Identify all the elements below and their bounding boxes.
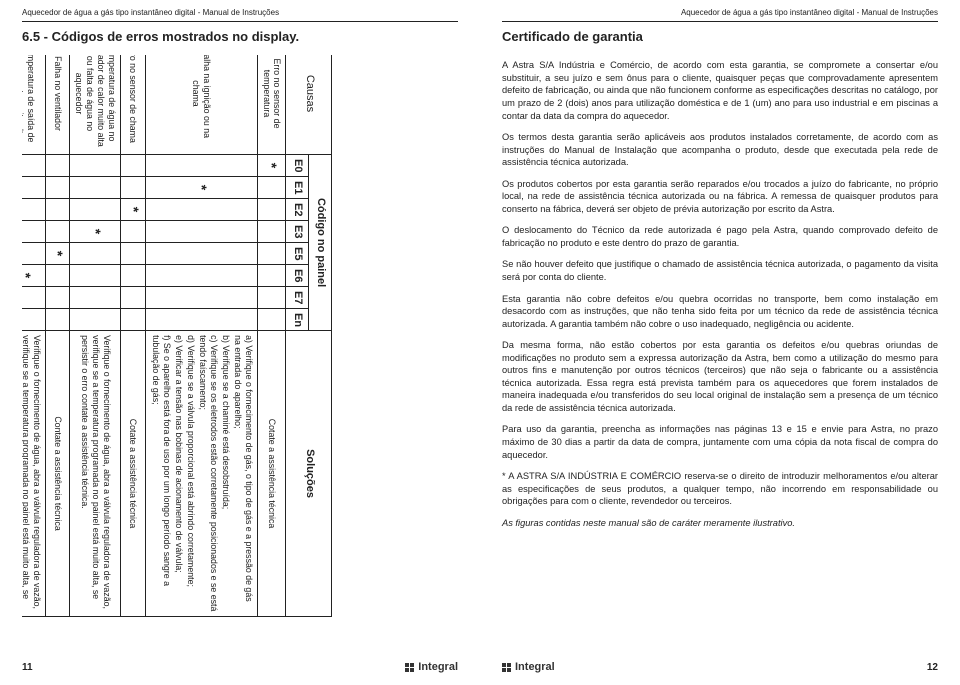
error-table-wrap: CausasCódigo no painelSoluções E0E1E2E3E5…: [22, 55, 458, 652]
warranty-paragraph: Da mesma forma, não estão cobertos por e…: [502, 339, 938, 414]
table-mark: *: [257, 155, 286, 177]
warranty-paragraph: Os termos desta garantia serão aplicávei…: [502, 131, 938, 169]
solutions-header: Soluções: [286, 331, 332, 617]
brand-text-left: Integral: [418, 660, 458, 675]
table-solution: Cotate a assistência técnica: [257, 331, 286, 617]
table-solution: Verifique o fornecimento de água, abra a…: [22, 331, 45, 617]
table-mark: [121, 221, 146, 243]
brand-logo-left: Integral: [405, 660, 458, 675]
table-mark: [257, 243, 286, 265]
table-mark: [257, 309, 286, 331]
table-mark: *: [45, 243, 70, 265]
table-mark: [145, 243, 257, 265]
section-title-left: 6.5 - Códigos de erros mostrados no disp…: [22, 28, 458, 46]
table-mark: [257, 287, 286, 309]
table-mark: [70, 199, 121, 221]
table-mark: [45, 309, 70, 331]
table-mark: [45, 265, 70, 287]
table-mark: [22, 155, 45, 177]
table-mark: [70, 265, 121, 287]
table-mark: [121, 155, 146, 177]
warranty-paragraph: Esta garantia não cobre defeitos e/ou qu…: [502, 293, 938, 331]
warranty-paragraph: Para uso da garantia, preencha as inform…: [502, 423, 938, 461]
warranty-footnote-1: * A ASTRA S/A INDÚSTRIA E COMÉRCIO reser…: [502, 470, 938, 508]
warranty-paragraph: A Astra S/A Indústria e Comércio, de aco…: [502, 59, 938, 122]
table-mark: *: [121, 199, 146, 221]
table-solution: Cotate a assistência técnica: [121, 331, 146, 617]
brand-text-right: Integral: [515, 660, 555, 675]
code-E3: E3: [286, 221, 309, 243]
table-cause: Temperatura de saída de água quente muit…: [22, 55, 45, 155]
page-number-right: 12: [927, 661, 938, 675]
table-mark: [45, 155, 70, 177]
table-cause: Falha na ignição ou na chama: [145, 55, 257, 155]
table-mark: [145, 287, 257, 309]
table-mark: [22, 177, 45, 199]
table-mark: [22, 309, 45, 331]
table-mark: [145, 265, 257, 287]
table-mark: [70, 287, 121, 309]
section-title-right: Certificado de garantia: [502, 28, 938, 46]
brand-logo-right: Integral: [502, 660, 555, 675]
warranty-paragraph: O deslocamento do Técnico da rede autori…: [502, 224, 938, 249]
warranty-paragraph: Se não houver defeito que justifique o c…: [502, 258, 938, 283]
table-cause: Erro no sensor de chama: [121, 55, 146, 155]
table-mark: *: [145, 177, 257, 199]
warranty-paragraph: Os produtos cobertos por esta garantia s…: [502, 178, 938, 216]
table-mark: [145, 155, 257, 177]
causes-header: Causas: [286, 55, 332, 155]
table-mark: [22, 199, 45, 221]
table-mark: *: [22, 265, 45, 287]
code-E7: E7: [286, 287, 309, 309]
table-mark: [45, 199, 70, 221]
table-cause: Temperatura de água no trocador de calor…: [70, 55, 121, 155]
table-solution: Contate a assistência técnica: [45, 331, 70, 617]
table-mark: [70, 243, 121, 265]
code-E5: E5: [286, 243, 309, 265]
table-cause: Falha no ventilador: [45, 55, 70, 155]
table-mark: [257, 221, 286, 243]
table-mark: [121, 287, 146, 309]
table-mark: [45, 287, 70, 309]
warranty-body: A Astra S/A Indústria e Comércio, de aco…: [502, 59, 938, 538]
code-header: Código no painel: [309, 155, 332, 331]
table-mark: *: [70, 221, 121, 243]
table-mark: [22, 243, 45, 265]
table-mark: [257, 199, 286, 221]
code-En: En: [286, 309, 309, 331]
page-number-left: 11: [22, 661, 33, 675]
table-mark: [121, 243, 146, 265]
table-mark: [121, 309, 146, 331]
table-mark: [45, 221, 70, 243]
table-mark: [145, 221, 257, 243]
doc-header-left: Aquecedor de água a gás tipo instantâneo…: [22, 8, 458, 22]
table-cause: Erro no sensor de temperatura: [257, 55, 286, 155]
doc-header-right: Aquecedor de água a gás tipo instantâneo…: [502, 8, 938, 22]
table-mark: [257, 265, 286, 287]
table-mark: [70, 155, 121, 177]
code-E1: E1: [286, 177, 309, 199]
code-E0: E0: [286, 155, 309, 177]
table-mark: [121, 265, 146, 287]
error-code-table: CausasCódigo no painelSoluções E0E1E2E3E5…: [22, 55, 332, 617]
code-E6: E6: [286, 265, 309, 287]
code-E2: E2: [286, 199, 309, 221]
table-mark: [121, 177, 146, 199]
table-mark: [22, 221, 45, 243]
table-mark: [45, 177, 70, 199]
table-mark: [22, 287, 45, 309]
table-mark: [70, 177, 121, 199]
table-solution: Verifique o fornecimento de água, abra a…: [70, 331, 121, 617]
table-mark: [145, 309, 257, 331]
table-mark: [257, 177, 286, 199]
warranty-footnote-2: As figuras contidas neste manual são de …: [502, 517, 938, 530]
table-mark: [70, 309, 121, 331]
table-solution: a) Verifique o fornecimento de gás, o ti…: [145, 331, 257, 617]
table-mark: [145, 199, 257, 221]
